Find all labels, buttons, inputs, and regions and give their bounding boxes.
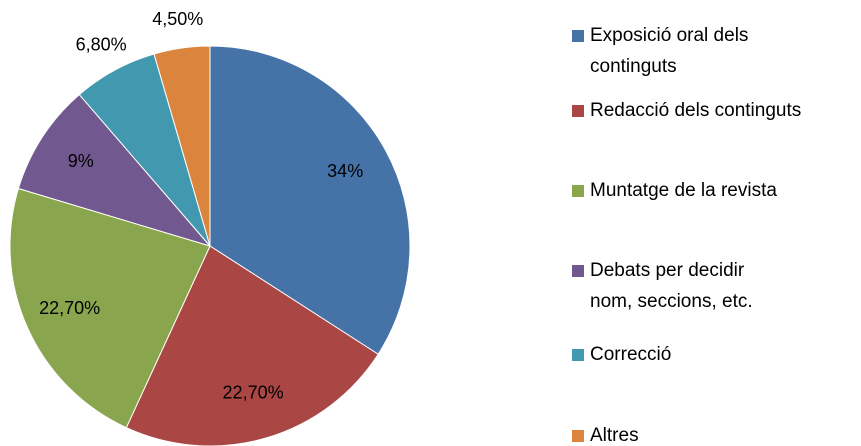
legend-swatch: [572, 105, 584, 117]
data-label: 6,80%: [76, 34, 127, 54]
pie-slice: [209, 45, 411, 355]
legend-label: Exposició oral dels continguts: [590, 25, 749, 77]
legend-label: Redacció dels continguts: [590, 100, 802, 121]
data-label: 22,70%: [39, 298, 100, 318]
pie-slice: [9, 187, 211, 429]
pie-slice: [125, 245, 379, 446]
data-label: 34%: [327, 161, 363, 181]
data-label: 22,70%: [223, 383, 284, 403]
legend-label: Correcció: [590, 344, 672, 365]
legend-item: Debats per decidir nom, seccions, etc.: [572, 255, 770, 317]
legend-item: Exposició oral dels continguts: [572, 20, 770, 82]
legend-swatch: [572, 349, 584, 361]
legend-label: Debats per decidir nom, seccions, etc.: [590, 260, 753, 312]
data-label: 9%: [68, 151, 94, 171]
legend-swatch: [572, 185, 584, 197]
legend-item: Correcció: [572, 339, 671, 370]
legend-swatch: [572, 30, 584, 42]
pie-slice: [153, 45, 211, 247]
legend-item: Muntatge de la revista: [572, 175, 777, 206]
legend-item: Altres: [572, 420, 639, 446]
pie-slice: [17, 93, 212, 247]
legend-swatch: [572, 430, 584, 442]
data-label: 4,50%: [152, 9, 203, 29]
legend-swatch: [572, 265, 584, 277]
legend-label: Muntatge de la revista: [590, 180, 777, 201]
legend-item: Redacció dels continguts: [572, 95, 801, 126]
legend-label: Altres: [590, 425, 639, 446]
